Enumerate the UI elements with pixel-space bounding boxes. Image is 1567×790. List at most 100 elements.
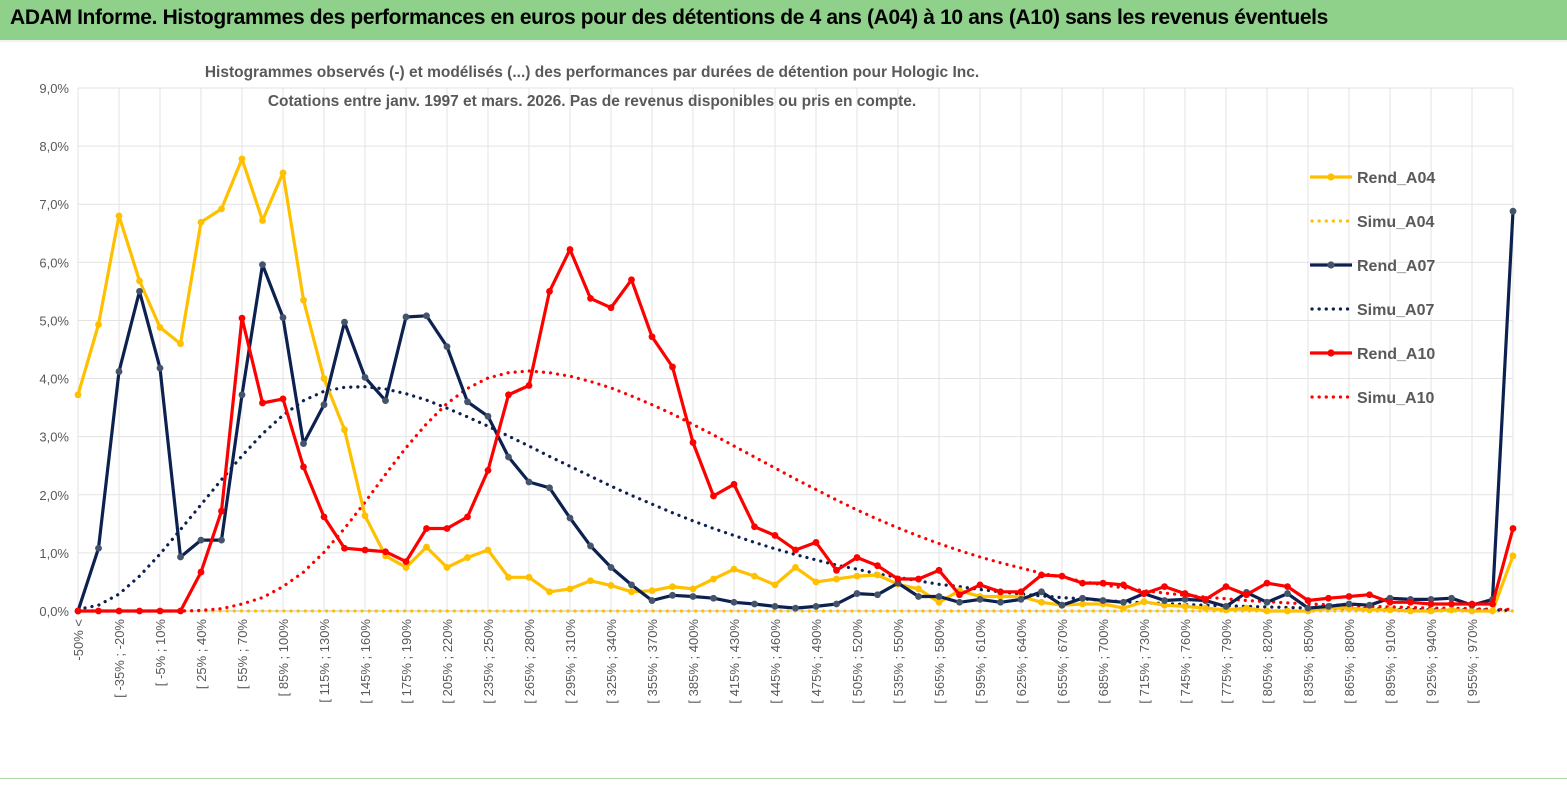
y-tick-label: 0,0% bbox=[39, 604, 69, 619]
legend-label: Simu_A04 bbox=[1357, 214, 1434, 231]
data-point-rend-a07 bbox=[136, 287, 143, 295]
data-point-rend-a10 bbox=[935, 566, 943, 574]
data-point-rend-a07 bbox=[1427, 595, 1435, 603]
data-point-rend-a10 bbox=[1345, 593, 1353, 600]
data-point-rend-a10 bbox=[156, 607, 164, 615]
data-point-rend-a04 bbox=[1243, 604, 1250, 612]
legend-label: Rend_A04 bbox=[1357, 170, 1435, 187]
data-point-rend-a10 bbox=[894, 575, 902, 583]
legend-label: Simu_A07 bbox=[1357, 302, 1434, 319]
data-point-rend-a04 bbox=[628, 588, 635, 596]
x-tick-label: [ 565% ; 580% bbox=[932, 619, 947, 704]
x-tick-label: [ 745% ; 760% bbox=[1178, 619, 1193, 704]
data-point-rend-a10 bbox=[1079, 579, 1086, 587]
data-point-rend-a07 bbox=[1181, 595, 1189, 603]
data-point-rend-a10 bbox=[1468, 600, 1476, 608]
data-point-rend-a07 bbox=[771, 602, 779, 610]
data-point-rend-a10 bbox=[997, 588, 1004, 596]
data-point-rend-a07 bbox=[259, 261, 266, 269]
x-tick-label: [ 805% ; 820% bbox=[1260, 619, 1275, 704]
data-point-rend-a10 bbox=[648, 333, 656, 341]
data-point-rend-a07 bbox=[1120, 598, 1127, 606]
data-point-rend-a07 bbox=[792, 604, 799, 612]
data-point-rend-a04 bbox=[197, 218, 205, 226]
x-tick-label: [ 55% ; 70% bbox=[235, 619, 250, 690]
data-point-rend-a10 bbox=[689, 439, 697, 446]
data-point-rend-a04 bbox=[1509, 552, 1517, 560]
data-point-rend-a04 bbox=[607, 582, 615, 589]
data-point-rend-a10 bbox=[771, 532, 779, 539]
data-point-rend-a07 bbox=[566, 514, 574, 522]
data-point-rend-a10 bbox=[1140, 590, 1148, 597]
series-line-rend-a10 bbox=[78, 247, 1515, 613]
data-point-rend-a04 bbox=[115, 212, 123, 220]
data-point-rend-a10 bbox=[1325, 594, 1332, 602]
data-point-rend-a10 bbox=[115, 607, 123, 615]
x-tick-label: [ 865% ; 880% bbox=[1342, 619, 1357, 704]
data-point-rend-a07 bbox=[1509, 207, 1517, 215]
data-point-rend-a07 bbox=[689, 593, 697, 600]
legend-label: Simu_A10 bbox=[1357, 390, 1434, 407]
legend-marker bbox=[1327, 261, 1335, 269]
data-point-rend-a07 bbox=[607, 564, 615, 571]
x-tick-label: [ 175% ; 190% bbox=[399, 619, 414, 704]
data-point-rend-a10 bbox=[464, 513, 471, 521]
data-point-rend-a10 bbox=[238, 314, 246, 322]
data-point-rend-a07 bbox=[710, 594, 717, 602]
data-point-rend-a07 bbox=[853, 590, 861, 597]
data-point-rend-a04 bbox=[423, 543, 430, 551]
data-point-rend-a04 bbox=[833, 575, 840, 583]
data-point-rend-a04 bbox=[218, 205, 225, 213]
x-tick-label: [ 295% ; 310% bbox=[563, 619, 578, 704]
x-tick-label: [ 505% ; 520% bbox=[850, 619, 865, 704]
data-point-rend-a04 bbox=[505, 573, 512, 581]
legend-item-rend-a04: Rend_A04 bbox=[1310, 170, 1435, 187]
data-point-rend-a10 bbox=[1386, 598, 1394, 606]
x-tick-label: [ 325% ; 340% bbox=[604, 619, 619, 704]
data-point-rend-a07 bbox=[1099, 597, 1107, 604]
data-point-rend-a04 bbox=[1468, 607, 1476, 615]
data-point-rend-a10 bbox=[320, 513, 328, 521]
data-point-rend-a10 bbox=[136, 607, 143, 615]
data-point-rend-a10 bbox=[730, 480, 738, 488]
data-point-rend-a04 bbox=[177, 340, 184, 348]
data-point-rend-a10 bbox=[1099, 579, 1107, 587]
data-point-rend-a10 bbox=[1161, 583, 1168, 590]
data-point-rend-a04 bbox=[136, 277, 143, 285]
data-point-rend-a04 bbox=[915, 585, 922, 593]
y-tick-label: 6,0% bbox=[39, 255, 69, 270]
data-point-rend-a10 bbox=[1263, 579, 1271, 587]
data-point-rend-a04 bbox=[648, 587, 656, 595]
data-point-rend-a10 bbox=[1448, 600, 1455, 608]
data-point-rend-a04 bbox=[259, 217, 266, 224]
legend-label: Rend_A10 bbox=[1357, 346, 1435, 363]
x-tick-label: [ 205% ; 220% bbox=[440, 619, 455, 704]
data-point-rend-a10 bbox=[484, 466, 492, 474]
data-point-rend-a04 bbox=[587, 577, 594, 585]
data-point-rend-a07 bbox=[1222, 602, 1230, 610]
legend-item-simu-a07: Simu_A07 bbox=[1310, 302, 1434, 319]
data-point-rend-a07 bbox=[320, 401, 328, 409]
page-title: ADAM Informe. Histogrammes des performan… bbox=[10, 6, 1328, 29]
data-point-rend-a04 bbox=[238, 155, 246, 163]
legend-marker bbox=[1327, 349, 1335, 357]
x-tick-label: [ 445% ; 460% bbox=[768, 619, 783, 704]
data-point-rend-a07 bbox=[341, 318, 348, 326]
data-point-rend-a07 bbox=[669, 591, 676, 599]
data-point-rend-a07 bbox=[1325, 602, 1332, 610]
data-point-rend-a04 bbox=[546, 588, 553, 596]
data-point-rend-a10 bbox=[1284, 583, 1291, 590]
data-point-rend-a07 bbox=[525, 478, 533, 486]
x-tick-label: [ 835% ; 850% bbox=[1301, 619, 1316, 704]
data-point-rend-a10 bbox=[587, 294, 594, 302]
data-point-rend-a10 bbox=[710, 492, 717, 500]
x-tick-label: [ 415% ; 430% bbox=[727, 619, 742, 704]
data-point-rend-a07 bbox=[197, 536, 205, 544]
data-point-rend-a07 bbox=[1284, 590, 1291, 597]
data-point-rend-a10 bbox=[956, 591, 963, 599]
data-point-rend-a10 bbox=[197, 568, 205, 576]
data-point-rend-a07 bbox=[935, 593, 943, 600]
legend-item-rend-a07: Rend_A07 bbox=[1310, 258, 1435, 275]
x-tick-label: [ 535% ; 550% bbox=[891, 619, 906, 704]
data-point-rend-a07 bbox=[484, 412, 492, 420]
